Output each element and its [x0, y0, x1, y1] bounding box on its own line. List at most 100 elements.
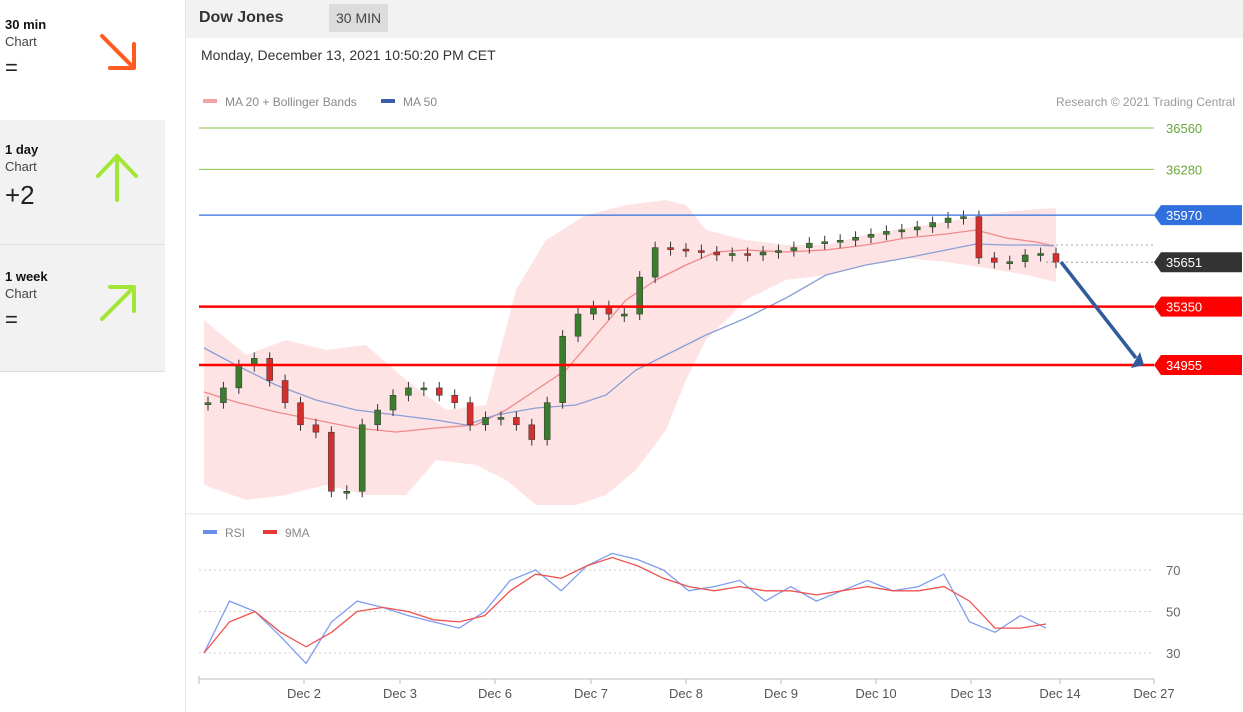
candle-body — [790, 247, 798, 251]
rsi-legend: RSI — [225, 526, 245, 540]
candle-body — [497, 417, 505, 420]
candle-body — [436, 387, 443, 396]
candle-body — [621, 313, 628, 317]
candle-body — [312, 424, 320, 433]
chart-datetime: Monday, December 13, 2021 10:50:20 PM CE… — [201, 47, 496, 63]
candle-body — [266, 358, 273, 381]
candle-body — [482, 417, 489, 426]
ma9-legend: 9MA — [285, 526, 310, 540]
candle-body — [775, 250, 782, 253]
timeframe-1day[interactable]: 1 day Chart +2 — [0, 120, 165, 245]
candle-body — [975, 216, 983, 259]
candle-body — [1052, 253, 1060, 263]
timeframe-sidebar: 30 min Chart = 1 day Chart +2 1 week Cha… — [0, 0, 165, 372]
candle-body — [698, 250, 705, 253]
x-tick-label: Dec 2 — [287, 686, 321, 701]
price-level-label: 35970 — [1166, 208, 1202, 223]
candle-body — [806, 242, 813, 248]
candle-body — [559, 335, 566, 403]
instrument-title: Dow Jones — [199, 9, 284, 26]
candle-body — [867, 234, 875, 238]
candle-body — [343, 491, 351, 494]
candle-body — [420, 387, 428, 391]
candle-body — [898, 229, 906, 233]
timeframe-score: = — [5, 307, 18, 332]
chart-panel: Dow Jones 30 MIN Monday, December 13, 20… — [185, 0, 1243, 712]
candle-body — [220, 387, 227, 403]
candle-body — [960, 216, 967, 219]
price-level-tag — [1154, 205, 1242, 226]
candle-body — [374, 409, 381, 426]
candle-body — [204, 402, 212, 405]
candle-body — [991, 257, 998, 263]
up-right-arrow-icon — [100, 285, 136, 321]
timeframe-sub: Chart — [5, 34, 37, 49]
timeframe-badge[interactable]: 30 MIN — [329, 4, 389, 32]
candle-body — [297, 402, 304, 426]
x-tick-label: Dec 9 — [764, 686, 798, 701]
x-tick-label: Dec 6 — [478, 686, 512, 701]
candle-body — [759, 251, 767, 256]
down-right-arrow-icon — [100, 34, 136, 70]
price-level-label: 34955 — [1166, 358, 1202, 373]
up-arrow-icon — [96, 154, 138, 202]
candle-body — [405, 387, 412, 396]
candle-body — [1021, 254, 1029, 262]
credit-text: Research © 2021 Trading Central — [1056, 95, 1235, 109]
timeframe-name: 30 min — [5, 17, 47, 32]
candle-body — [389, 395, 397, 411]
ma20-legend-swatch — [203, 99, 217, 103]
candle-body — [328, 431, 335, 492]
rsi-level-label: 30 — [1166, 646, 1180, 661]
x-axis-labels: Dec 2 Dec 3 Dec 6 Dec 7 Dec 8 Dec 9 Dec 10 Dec … — [198, 676, 1175, 701]
candle-body — [513, 417, 520, 426]
forecast-arrow-head — [1131, 352, 1144, 368]
x-tick-label: Dec 7 — [574, 686, 608, 701]
candle-body — [1006, 261, 1013, 264]
forecast-arrow — [1059, 260, 1138, 360]
x-tick-label: Dec 13 — [950, 686, 991, 701]
bollinger-band — [204, 200, 1056, 505]
ma50-line — [203, 243, 1055, 426]
ma50-legend-swatch — [381, 99, 395, 103]
timeframe-score: = — [5, 55, 18, 80]
ma9-line — [203, 556, 1047, 654]
price-level-tag — [1154, 252, 1242, 273]
candle-body — [929, 222, 936, 228]
price-level-label: 36560 — [1166, 121, 1202, 136]
rsi-legend-swatch — [203, 530, 217, 534]
timeframe-1week[interactable]: 1 week Chart = — [0, 245, 165, 372]
x-tick-label: Dec 27 — [1133, 686, 1174, 701]
candle-body — [883, 231, 890, 235]
x-tick-label: Dec 3 — [383, 686, 417, 701]
ma50-legend: MA 50 — [403, 95, 437, 109]
candle-body — [281, 380, 289, 403]
candle-body — [744, 253, 751, 256]
price-level-label: 35651 — [1166, 255, 1202, 270]
timeframe-sub: Chart — [5, 159, 37, 174]
x-tick-label: Dec 8 — [669, 686, 703, 701]
timeframe-name: 1 week — [5, 269, 48, 284]
price-level-tag — [1154, 296, 1242, 317]
price-level-label: 36280 — [1166, 162, 1202, 177]
candle-body — [574, 313, 582, 337]
candle-body — [651, 247, 659, 278]
rsi-grid: 30 50 70 — [199, 563, 1180, 661]
candle-body — [667, 247, 674, 250]
price-level-tag — [1154, 355, 1242, 375]
candle-body — [636, 276, 643, 315]
rsi-level-label: 70 — [1166, 563, 1180, 578]
timeframe-score: +2 — [5, 180, 35, 210]
candle-body — [682, 248, 690, 252]
candle-body — [528, 424, 536, 440]
timeframe-sub: Chart — [5, 286, 37, 301]
timeframe-30min[interactable]: 30 min Chart = — [0, 0, 165, 125]
candle-body — [451, 395, 458, 403]
candlesticks — [204, 210, 1060, 500]
timeframe-name: 1 day — [5, 142, 39, 157]
candle-body — [713, 251, 721, 256]
candle-body — [944, 217, 952, 223]
ma20-legend: MA 20 + Bollinger Bands — [225, 95, 357, 109]
candle-body — [466, 402, 474, 426]
chart-header: Dow Jones 30 MIN — [186, 0, 1243, 38]
